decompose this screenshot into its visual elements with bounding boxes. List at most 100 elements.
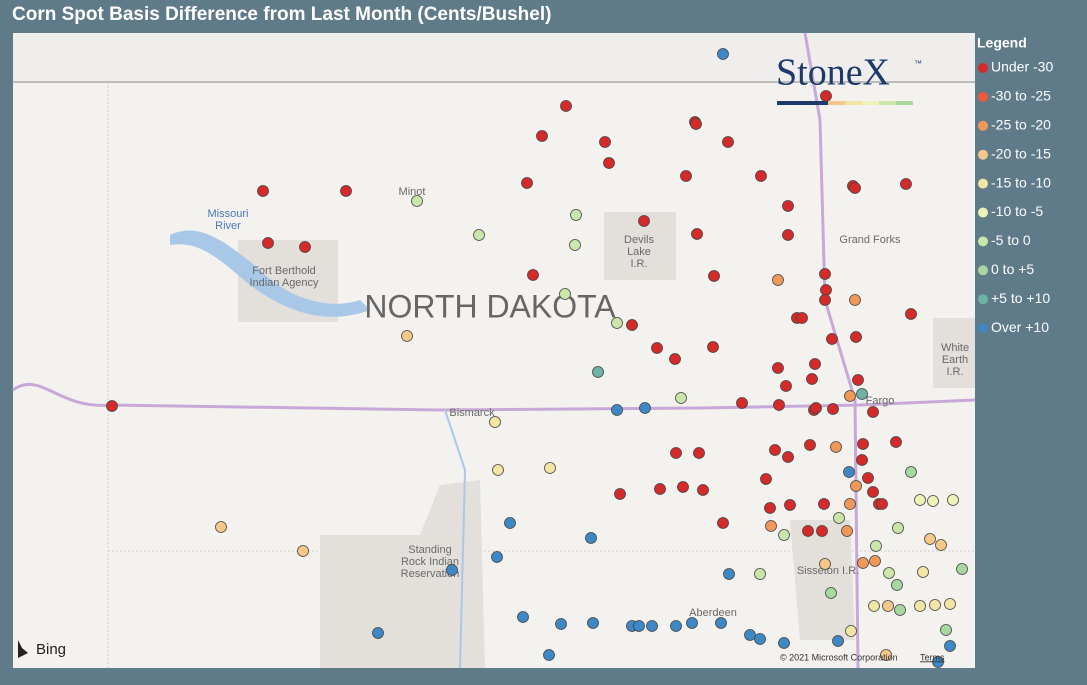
location-marker <box>504 517 516 529</box>
location-marker <box>570 209 582 221</box>
legend-swatch <box>978 178 988 189</box>
location-marker <box>473 229 485 241</box>
location-marker <box>784 499 796 511</box>
logo-segment <box>828 101 845 105</box>
location-marker <box>892 522 904 534</box>
location-marker <box>372 627 384 639</box>
city-label: Grand Forks <box>839 234 901 246</box>
location-marker <box>215 521 227 533</box>
reservation <box>320 480 485 668</box>
location-marker <box>917 566 929 578</box>
city-label: Aberdeen <box>689 607 737 619</box>
copyright: © 2021 Microsoft Corporation <box>780 652 898 662</box>
location-marker <box>782 229 794 241</box>
location-marker <box>914 600 926 612</box>
legend-label: -25 to -20 <box>991 117 1051 133</box>
location-marker <box>599 136 611 148</box>
markers <box>106 48 968 668</box>
location-marker <box>764 502 776 514</box>
canada-area <box>13 33 975 83</box>
legend-swatch <box>978 149 988 160</box>
area-label: Reservation <box>401 568 460 580</box>
location-marker <box>707 341 719 353</box>
location-marker <box>832 635 844 647</box>
location-marker <box>830 441 842 453</box>
area-label: Devils <box>624 234 654 246</box>
area-label: Rock Indian <box>401 556 459 568</box>
location-marker <box>778 637 790 649</box>
location-marker <box>521 177 533 189</box>
location-marker <box>560 100 572 112</box>
location-marker <box>697 484 709 496</box>
legend-swatch <box>978 323 988 334</box>
location-marker <box>929 599 941 611</box>
location-marker <box>827 403 839 415</box>
location-marker <box>782 200 794 212</box>
location-marker <box>940 624 952 636</box>
location-marker <box>527 269 539 281</box>
location-marker <box>717 517 729 529</box>
location-marker <box>769 444 781 456</box>
location-marker <box>844 390 856 402</box>
logo-segment <box>794 101 811 105</box>
location-marker <box>693 447 705 459</box>
location-marker <box>690 118 702 130</box>
location-marker <box>297 545 309 557</box>
location-marker <box>782 451 794 463</box>
logo-bar <box>777 101 913 105</box>
location-marker <box>765 520 777 532</box>
location-marker <box>870 540 882 552</box>
location-marker <box>626 319 638 331</box>
legend-label: -10 to -5 <box>991 203 1043 219</box>
terms-link[interactable]: Terms <box>920 652 945 662</box>
location-marker <box>932 656 944 668</box>
location-marker <box>517 611 529 623</box>
location-marker <box>780 380 792 392</box>
location-marker <box>905 466 917 478</box>
location-marker <box>559 288 571 300</box>
location-marker <box>401 330 413 342</box>
location-marker <box>633 620 645 632</box>
location-marker <box>411 195 423 207</box>
location-marker <box>914 494 926 506</box>
legend-swatch <box>978 91 988 102</box>
location-marker <box>876 498 888 510</box>
location-marker <box>669 353 681 365</box>
area-label: I.R. <box>946 366 963 378</box>
location-marker <box>927 495 939 507</box>
area-label: Earth <box>942 354 968 366</box>
location-marker <box>956 563 968 575</box>
location-marker <box>852 374 864 386</box>
location-marker <box>536 130 548 142</box>
reservation <box>933 318 975 388</box>
location-marker <box>646 620 658 632</box>
area-label: Indian Agency <box>249 277 319 289</box>
location-marker <box>820 284 832 296</box>
legend-label: +5 to +10 <box>991 290 1050 306</box>
legend-label: -15 to -10 <box>991 174 1051 190</box>
location-marker <box>715 617 727 629</box>
location-marker <box>492 464 504 476</box>
location-marker <box>675 392 687 404</box>
location-marker <box>680 170 692 182</box>
location-marker <box>819 294 831 306</box>
location-marker <box>491 551 503 563</box>
location-marker <box>722 136 734 148</box>
location-marker <box>882 600 894 612</box>
legend-label: -5 to 0 <box>991 232 1031 248</box>
location-marker <box>544 462 556 474</box>
logo-segment <box>811 101 828 105</box>
legend-swatch <box>978 207 988 218</box>
area-label: Standing <box>408 544 451 556</box>
location-marker <box>603 157 615 169</box>
location-marker <box>856 388 868 400</box>
location-marker <box>867 406 879 418</box>
area-label: White <box>941 342 969 354</box>
location-marker <box>856 454 868 466</box>
location-marker <box>825 587 837 599</box>
area-label: Sisseton I.R. <box>797 565 859 577</box>
location-marker <box>446 564 458 576</box>
legend-swatch <box>978 63 988 73</box>
location-marker <box>754 568 766 580</box>
